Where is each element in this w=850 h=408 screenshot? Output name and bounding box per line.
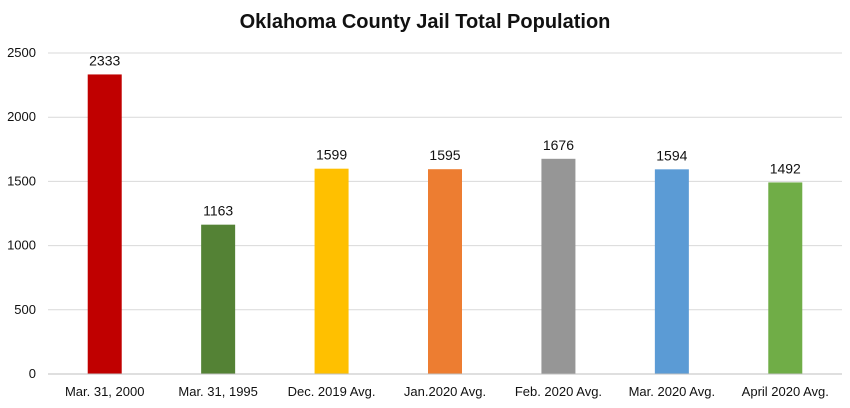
category-label: Mar. 31, 1995 (178, 384, 258, 399)
value-label: 1492 (770, 160, 801, 176)
category-label: Mar. 31, 2000 (65, 384, 145, 399)
y-tick-label: 0 (29, 366, 36, 381)
value-label: 1163 (203, 203, 233, 219)
y-tick-label: 2000 (7, 109, 36, 124)
y-axis-ticks: 0 500 1000 1500 2000 2500 (7, 45, 36, 381)
value-label: 1599 (316, 147, 347, 163)
category-label: Dec. 2019 Avg. (288, 384, 376, 399)
bar (541, 158, 576, 374)
category-label: Mar. 2020 Avg. (629, 384, 716, 399)
value-label: 1595 (429, 147, 460, 163)
chart-title: Oklahoma County Jail Total Population (240, 11, 611, 33)
value-labels: 2333 1163 1599 1595 1676 1594 1492 (89, 52, 801, 218)
bars (87, 74, 803, 374)
y-tick-label: 1500 (7, 173, 36, 188)
bar (314, 168, 349, 374)
value-label: 1594 (656, 147, 687, 163)
bar (654, 169, 689, 374)
value-label: 2333 (89, 52, 120, 68)
y-tick-label: 500 (14, 302, 36, 317)
category-label: April 2020 Avg. (742, 384, 829, 399)
value-label: 1676 (543, 137, 574, 153)
y-tick-label: 2500 (7, 45, 36, 60)
y-tick-label: 1000 (7, 238, 36, 253)
bar (428, 169, 462, 374)
category-label: Feb. 2020 Avg. (515, 384, 602, 399)
bar (87, 74, 122, 374)
category-label: Jan.2020 Avg. (404, 384, 486, 399)
bar (201, 224, 236, 374)
bar (768, 182, 803, 374)
x-axis-labels: Mar. 31, 2000 Mar. 31, 1995 Dec. 2019 Avg.… (65, 384, 829, 399)
